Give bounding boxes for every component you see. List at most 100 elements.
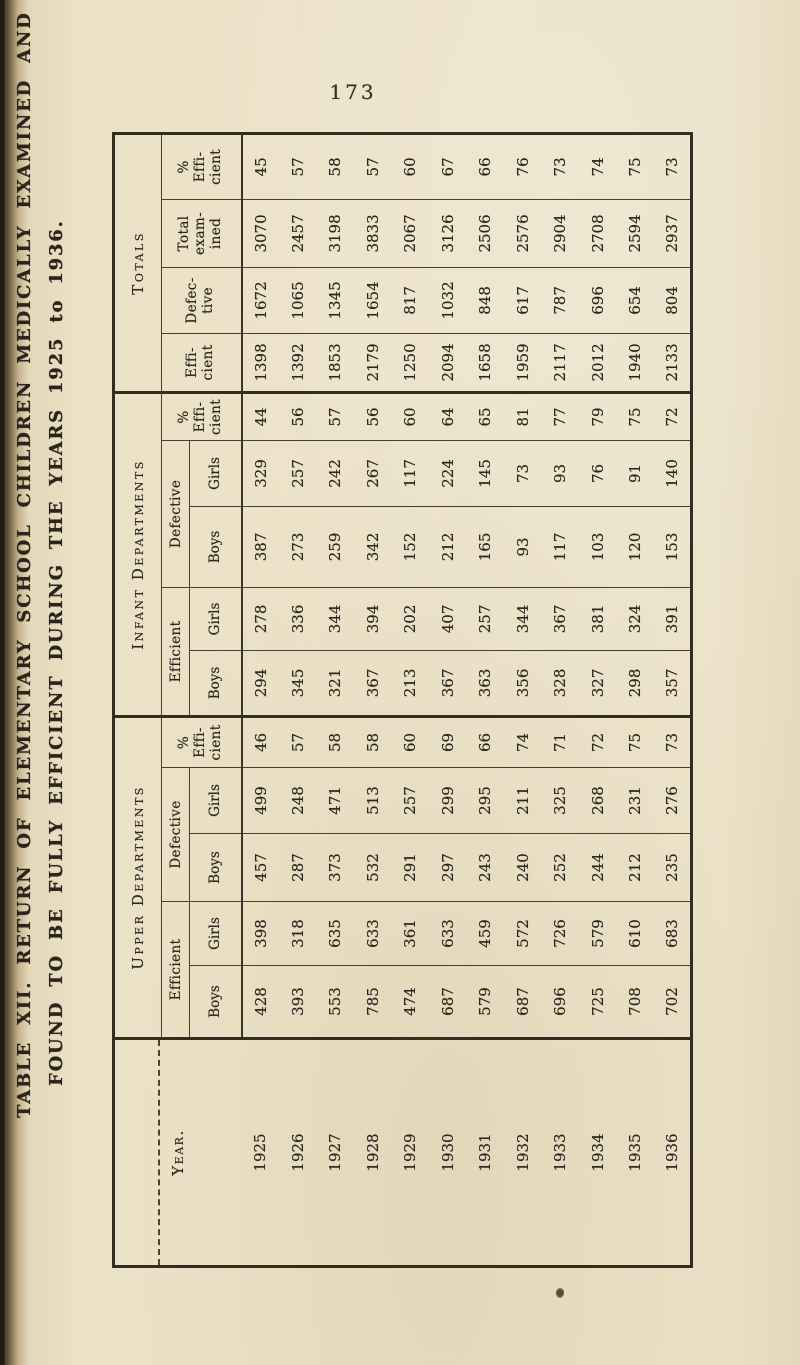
data-cell-upper_efficient_boys: 393 — [279, 965, 317, 1039]
data-cell-infant_pct_efficient: 57 — [316, 392, 354, 441]
data-cell-upper_pct_efficient: 57 — [279, 716, 317, 768]
data-cell-infant_defective_girls: 73 — [504, 440, 542, 507]
table-title-line1: TABLE XII. RETURN OF ELEMENTARY SCHOOL C… — [14, 11, 35, 1118]
data-cell-upper_pct_efficient: 71 — [541, 716, 579, 768]
data-cell-upper_defective_girls: 248 — [279, 767, 317, 834]
data-cell-infant_efficient_boys: 321 — [316, 650, 354, 717]
table-row-1934: 1934 725 579 244 268 72 327 381 103 76 79 2012 696 27… — [579, 133, 617, 1267]
infant-pct-efficient-header: % Effi- cient — [161, 392, 242, 441]
data-cell-total_pct_efficient: 76 — [513, 157, 532, 177]
data-cell-infant_pct_efficient: 72 — [654, 392, 692, 441]
book-binding-edge — [0, 0, 28, 1365]
group-header-infant-departments: Infant Departments — [113, 392, 162, 717]
data-cell-infant_defective_girls: 91 — [616, 440, 654, 507]
data-cell-infant_efficient_girls: 367 — [541, 587, 579, 651]
data-cell-infant_defective_girls: 93 — [541, 440, 579, 507]
year-cell: 1933 — [541, 1038, 579, 1267]
data-cell-total_examined: 2506 — [466, 199, 504, 268]
year-column-header: Year. — [113, 1038, 242, 1267]
data-cell-total_efficient: 1940 — [616, 333, 654, 393]
table-row-1930: 1930 687 633 297 299 69 367 407 212 224 64 2094 1032… — [429, 133, 467, 1267]
data-cell-infant_efficient_girls: 278 — [241, 587, 279, 651]
data-cell-total_efficient: 2012 — [579, 333, 617, 393]
data-cell-total_examined: 2576 — [504, 199, 542, 268]
data-cell-infant_efficient_boys: 294 — [241, 650, 279, 717]
data-cell-infant_efficient_boys: 345 — [279, 650, 317, 717]
data-cell-infant_defective_girls: 145 — [466, 440, 504, 507]
data-cell-infant_pct_efficient: 56 — [354, 392, 392, 441]
data-cell-total_pct_efficient: 75 — [626, 157, 645, 177]
data-cell-upper_defective_girls: 471 — [316, 767, 354, 834]
data-cell-total_efficient: 1250 — [391, 333, 429, 393]
table-row-1928: 1928 785 633 532 513 58 367 394 342 267 56 2179 1654… — [354, 133, 392, 1267]
data-cell-upper_efficient_boys: 553 — [316, 965, 354, 1039]
data-cell-upper_efficient_boys: 687 — [429, 965, 467, 1039]
data-cell-infant_efficient_girls: 344 — [504, 587, 542, 651]
data-cell-infant_pct_efficient: 79 — [579, 392, 617, 441]
year-cell: 1935 — [616, 1038, 654, 1267]
data-cell-upper_defective_boys: 243 — [466, 833, 504, 902]
data-cell-upper_defective_girls: 299 — [429, 767, 467, 834]
data-cell-infant_defective_boys: 342 — [354, 506, 392, 588]
data-cell-total_defective: 617 — [504, 267, 542, 334]
year-cell: 1934 — [579, 1038, 617, 1267]
data-cell-upper_defective_boys: 240 — [504, 833, 542, 902]
upper-pct-efficient-header: % Effi- cient — [161, 716, 242, 768]
data-cell-infant_efficient_girls: 324 — [616, 587, 654, 651]
data-cell-upper_defective_boys: 457 — [241, 833, 279, 902]
data-cell-upper_defective_girls: 295 — [466, 767, 504, 834]
data-cell-total_pct_efficient: 73 — [663, 157, 681, 177]
infant-efficient-boys-header: Boys — [189, 650, 242, 717]
data-cell-total_efficient: 2179 — [354, 333, 392, 393]
data-cell-total_efficient: 1959 — [504, 333, 542, 393]
table-row-1931: 1931 579 459 243 295 66 363 257 165 145 65 1658 848 2… — [466, 133, 504, 1267]
data-cell-upper_efficient_girls: 635 — [316, 901, 354, 966]
totals-pct-efficient-header: % Effi- cient — [176, 148, 225, 185]
data-cell-infant_efficient_boys: 367 — [429, 650, 467, 717]
data-cell-infant_defective_boys: 259 — [316, 506, 354, 588]
data-cell-total_pct_efficient: 58 — [326, 157, 345, 177]
data-cell-upper_efficient_girls: 683 — [654, 901, 692, 966]
data-cell-infant_efficient_boys: 327 — [579, 650, 617, 717]
table-row-1929: 1929 474 361 291 257 60 213 202 152 117 60 1250 817 2… — [391, 133, 429, 1267]
data-cell-infant_defective_boys: 387 — [241, 506, 279, 588]
data-cell-upper_efficient_girls: 361 — [391, 901, 429, 966]
data-cell-upper_pct_efficient: 46 — [241, 716, 279, 768]
data-cell-total_efficient: 1392 — [279, 333, 317, 393]
data-cell-infant_defective_boys: 117 — [541, 506, 579, 588]
data-cell-total_pct_efficient: 67 — [438, 157, 457, 177]
data-cell-infant_defective_boys: 152 — [391, 506, 429, 588]
data-cell-upper_efficient_girls: 572 — [504, 901, 542, 966]
data-cell-infant_efficient_girls: 344 — [316, 587, 354, 651]
data-cell-upper_defective_boys: 287 — [279, 833, 317, 902]
data-cell-upper_efficient_boys: 702 — [654, 965, 692, 1039]
data-cell-infant_defective_boys: 212 — [429, 506, 467, 588]
year-cell: 1929 — [391, 1038, 429, 1267]
infant-efficient-header: Efficient — [161, 587, 190, 717]
data-cell-upper_pct_efficient: 66 — [466, 716, 504, 768]
data-cell-infant_defective_girls: 267 — [354, 440, 392, 507]
data-cell-infant_defective_boys: 153 — [654, 506, 692, 588]
data-cell-total_defective: 696 — [579, 267, 617, 334]
upper-defective-header: Defective — [161, 767, 190, 902]
group-header-upper-departments: Upper Departments — [113, 716, 162, 1039]
data-cell-infant_defective_girls: 257 — [279, 440, 317, 507]
data-cell-infant_efficient_boys: 298 — [616, 650, 654, 717]
data-cell-total_efficient: 2133 — [654, 333, 692, 393]
data-cell-infant_efficient_boys: 356 — [504, 650, 542, 717]
infant-efficient-girls-header: Girls — [189, 587, 242, 651]
rotated-landscape-content: TABLE XII. RETURN OF ELEMENTARY SCHOOL C… — [0, 11, 712, 1268]
data-cell-total_defective: 804 — [654, 267, 692, 334]
data-cell-upper_efficient_boys: 428 — [241, 965, 279, 1039]
data-cell-total_efficient: 1398 — [241, 333, 279, 393]
infant-defective-girls-header: Girls — [189, 440, 242, 507]
data-cell-upper_efficient_boys: 579 — [466, 965, 504, 1039]
table-row-1926: 1926 393 318 287 248 57 345 336 273 257 56 1392 1065… — [279, 133, 317, 1267]
data-cell-upper_efficient_girls: 459 — [466, 901, 504, 966]
infant-defective-boys-header: Boys — [189, 506, 242, 588]
data-cell-infant_defective_girls: 140 — [654, 440, 692, 507]
data-cell-infant_defective_girls: 117 — [391, 440, 429, 507]
data-cell-upper_efficient_girls: 398 — [241, 901, 279, 966]
data-cell-total_defective: 848 — [466, 267, 504, 334]
totals-defective-header: Defec- tive — [161, 267, 242, 334]
